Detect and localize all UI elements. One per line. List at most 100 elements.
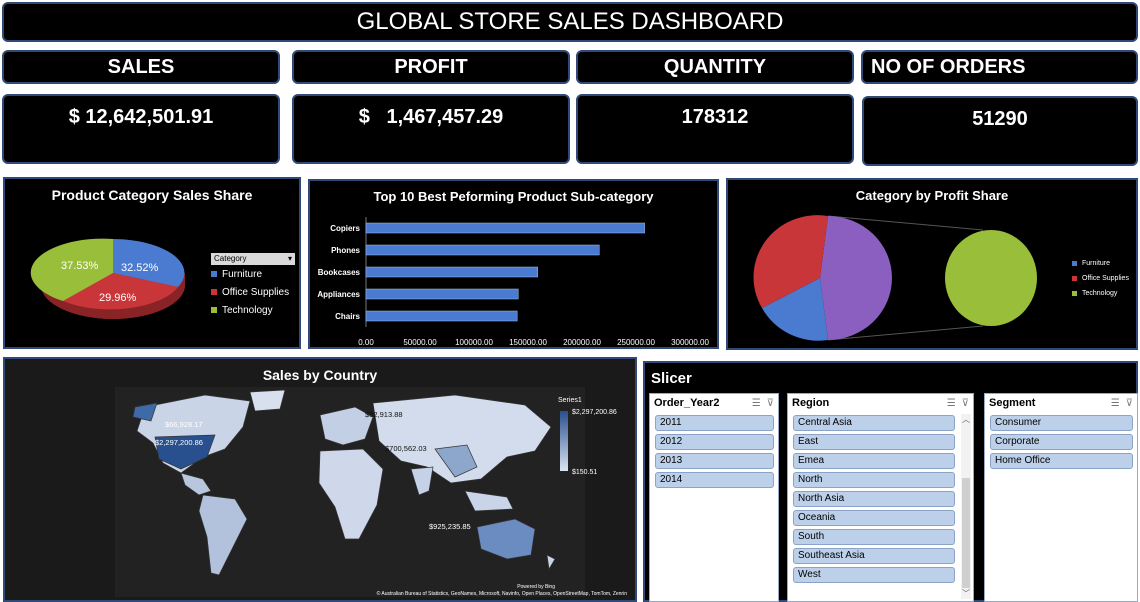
legend-text-furniture: Furniture (222, 268, 263, 280)
map-label-china: $700,562.03 (385, 444, 427, 453)
kpi-quantity-value-text: 178312 (681, 106, 749, 128)
map-powered-by: Powered by Bing (517, 584, 555, 590)
profit-legend-text-furniture: Furniture (1082, 260, 1111, 267)
map-legend-gradient (560, 411, 568, 471)
kpi-quantity-label-text: QUANTITY (663, 55, 767, 78)
slicer-region: Region ☰ ⊽ Central Asia East Emea North N… (787, 393, 974, 602)
map-africa (318, 448, 384, 540)
profit-secondary-pie-technology (945, 230, 1037, 326)
slicer-item-emea[interactable]: Emea (793, 453, 955, 469)
multi-select-icon[interactable]: ☰ (946, 397, 956, 409)
map-india (410, 466, 434, 496)
slicer-item-home-office[interactable]: Home Office (990, 453, 1133, 469)
slicer-item-south[interactable]: South (793, 529, 955, 545)
map-legend-min: $150.51 (572, 469, 598, 476)
slicer-item-west[interactable]: West (793, 567, 955, 583)
profit-slice-office-supplies (753, 215, 828, 308)
kpi-orders-label: NO OF ORDERS (861, 50, 1138, 84)
slicer-item-north[interactable]: North (793, 472, 955, 488)
bar-chart-plot: Copiers Phones Bookcases Appliances Chairs 0.… (317, 217, 709, 347)
profit-share-legend: Furniture Office Supplies Technology (1072, 256, 1129, 301)
slicer-segment-header: Segment ☰ ⊽ (985, 394, 1137, 412)
slicer-segment: Segment ☰ ⊽ Consumer Corporate Home Offic… (984, 393, 1138, 602)
legend-item-office-supplies: Office Supplies (211, 283, 295, 301)
world-map: $66,928.17 $2,297,200.86 $82,913.88 $700… (115, 387, 585, 597)
bar-phones (365, 244, 600, 256)
kpi-orders-value-text: 51290 (972, 108, 1028, 130)
bar-label-copiers: Copiers (330, 224, 360, 233)
bar-copiers (365, 222, 645, 234)
dropdown-arrow-icon: ▾ (287, 254, 292, 263)
map-south-america (198, 494, 248, 576)
slicer-segment-title: Segment (989, 397, 1036, 409)
slicer-item-corporate[interactable]: Corporate (990, 434, 1133, 450)
map-legend-series: Series1 (558, 397, 582, 404)
profit-slice-purple (820, 216, 892, 340)
clear-filter-icon[interactable]: ⊽ (766, 397, 774, 409)
bar-label-phones: Phones (331, 246, 360, 255)
bar-label-bookcases: Bookcases (318, 268, 361, 277)
legend-text-technology: Technology (222, 304, 273, 316)
dashboard-title-text: GLOBAL STORE SALES DASHBOARD (356, 8, 784, 35)
scroll-down-icon[interactable]: ﹀ (962, 589, 970, 598)
profit-legend-text-technology: Technology (1082, 290, 1118, 297)
map-label-australia: $925,235.85 (429, 522, 471, 531)
slicer-item-2012[interactable]: 2012 (655, 434, 774, 450)
sales-map: Sales by Country $66,928.17 $2,297,200.8… (3, 357, 637, 602)
profit-share-pie (753, 215, 1037, 341)
slicer-item-north-asia[interactable]: North Asia (793, 491, 955, 507)
clear-filter-icon[interactable]: ⊽ (961, 397, 969, 409)
bar-x-tick: 100000.00 (455, 338, 493, 347)
slicer-item-consumer[interactable]: Consumer (990, 415, 1133, 431)
map-label-usa: $2,297,200.86 (155, 438, 203, 447)
kpi-profit-value: $ 1,467,457.29 (292, 94, 570, 164)
slicer-item-2014[interactable]: 2014 (655, 472, 774, 488)
slicer-item-east[interactable]: East (793, 434, 955, 450)
bar-chart-title: Top 10 Best Peforming Product Sub-catego… (373, 189, 654, 204)
kpi-sales-value-text: $ 12,642,501.91 (68, 106, 214, 128)
pie-slice-technology (30, 238, 113, 301)
profit-legend-furniture: Furniture (1072, 256, 1129, 271)
region-scroll-thumb[interactable] (962, 478, 970, 588)
profit-legend-technology: Technology (1072, 286, 1129, 301)
kpi-sales-value: $ 12,642,501.91 (2, 94, 280, 164)
pie-label-furniture: 32.52% (121, 262, 159, 274)
slicer-item-southeast-asia[interactable]: Southeast Asia (793, 548, 955, 564)
slicer-order-year: Order_Year2 ☰ ⊽ 2011 2012 2013 2014 (649, 393, 779, 602)
scroll-up-icon[interactable]: ︿ (962, 415, 970, 424)
map-europe (319, 406, 374, 446)
legend-item-furniture: Furniture (211, 265, 295, 283)
sales-share-title: Product Category Sales Share (51, 187, 253, 203)
slicer-region-header: Region ☰ ⊽ (788, 394, 973, 412)
map-label-russia: $82,913.88 (365, 410, 403, 419)
bar-x-tick: 200000.00 (563, 338, 601, 347)
map-alaska (132, 402, 158, 422)
slicer-item-oceania[interactable]: Oceania (793, 510, 955, 526)
map-legend: Series1 $2,297,200.86 $150.51 (558, 397, 617, 476)
bar-label-appliances: Appliances (317, 290, 360, 299)
bar-x-tick: 50000.00 (403, 338, 437, 347)
multi-select-icon[interactable]: ☰ (1110, 397, 1120, 409)
slicer-order-year-header: Order_Year2 ☰ ⊽ (650, 394, 778, 412)
slicer-item-2013[interactable]: 2013 (655, 453, 774, 469)
profit-legend-office-supplies: Office Supplies (1072, 271, 1129, 286)
map-label-canada: $66,928.17 (165, 420, 203, 429)
pie-label-office-supplies: 29.96% (99, 292, 137, 304)
multi-select-icon[interactable]: ☰ (751, 397, 761, 409)
kpi-orders-label-text: NO OF ORDERS (871, 55, 1026, 78)
profit-share-chart: Category by Profit Share Furniture Offic… (726, 178, 1138, 350)
legend-filter-button[interactable]: Category ▾ (211, 253, 295, 265)
bar-label-chairs: Chairs (335, 312, 360, 321)
slicer-order-year-title: Order_Year2 (654, 397, 720, 409)
dashboard-title: GLOBAL STORE SALES DASHBOARD (2, 2, 1138, 42)
bar-x-tick: 150000.00 (509, 338, 547, 347)
legend-text-office-supplies: Office Supplies (222, 286, 290, 298)
slicer-item-central-asia[interactable]: Central Asia (793, 415, 955, 431)
region-scrollbar[interactable]: ︿ ﹀ (961, 414, 971, 599)
bar-appliances (365, 288, 519, 300)
clear-filter-icon[interactable]: ⊽ (1125, 397, 1133, 409)
pie-label-technology: 37.53% (61, 260, 99, 272)
profit-slice-furniture (762, 278, 828, 341)
slicer-item-2011[interactable]: 2011 (655, 415, 774, 431)
profit-legend-text-office-supplies: Office Supplies (1082, 275, 1129, 282)
